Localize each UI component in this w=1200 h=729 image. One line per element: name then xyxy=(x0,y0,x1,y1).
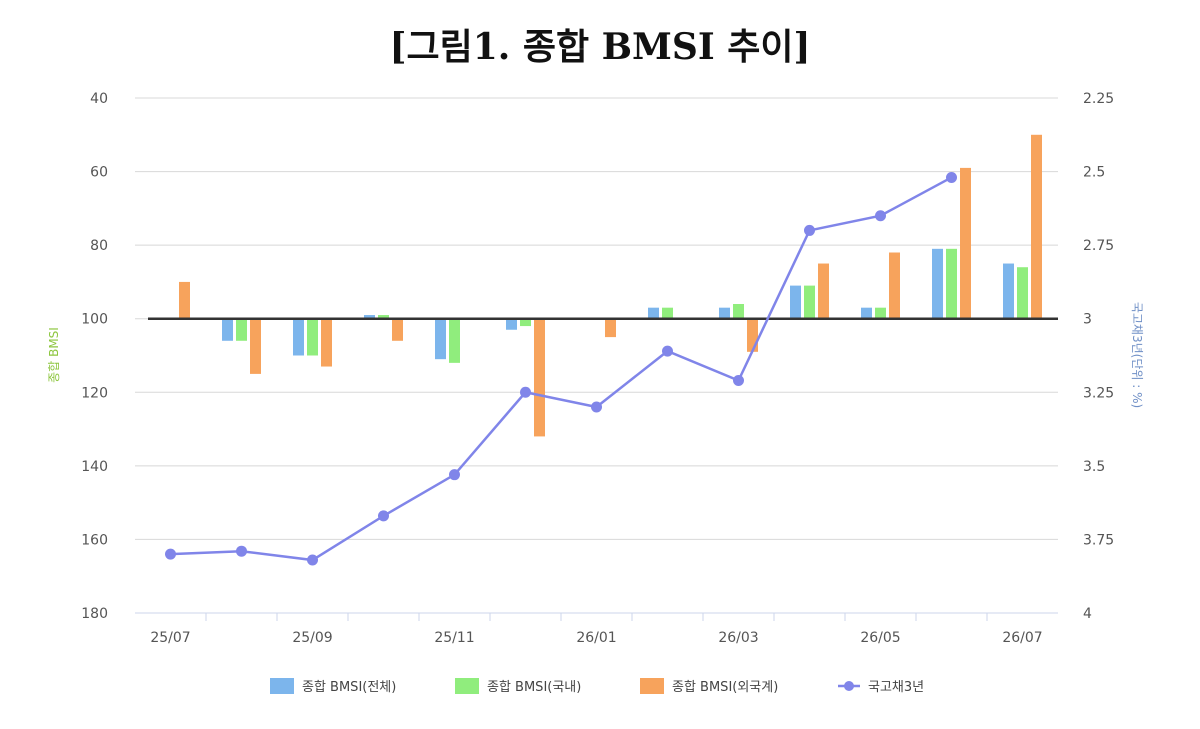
y-tick-label: 80 xyxy=(90,238,108,254)
legend-swatch xyxy=(640,678,664,694)
y2-tick-label: 3 xyxy=(1083,312,1092,328)
bar xyxy=(1003,263,1014,319)
line-point xyxy=(946,171,957,183)
x-tick-label: 26/07 xyxy=(1002,630,1042,646)
y-tick-label: 40 xyxy=(90,91,108,107)
line-point xyxy=(733,375,744,387)
line-point xyxy=(236,545,247,557)
bar xyxy=(392,318,403,341)
bar xyxy=(378,315,389,319)
x-tick-label: 26/05 xyxy=(860,630,900,646)
bar xyxy=(946,248,957,319)
bar xyxy=(662,307,673,319)
legend: 종합 BMSI(전체) 종합 BMSI(국내) 종합 BMSI(외국계) 국고채3년 xyxy=(270,678,924,695)
bar xyxy=(1031,134,1042,319)
y2-tick-label: 3.5 xyxy=(1083,459,1105,475)
legend-label: 종합 BMSI(외국계) xyxy=(672,680,778,695)
line-series xyxy=(165,171,957,566)
bar xyxy=(889,252,900,319)
bar xyxy=(222,318,233,341)
line-point xyxy=(875,210,886,222)
line-point xyxy=(662,345,673,357)
y-axis-left: 40 60 80 100 120 140 160 180 xyxy=(81,91,108,622)
x-tick-label: 25/09 xyxy=(292,630,332,646)
y-tick-label: 160 xyxy=(81,532,108,548)
y2-tick-label: 2.75 xyxy=(1083,238,1114,254)
y2-tick-label: 2.25 xyxy=(1083,91,1114,107)
line-path xyxy=(170,176,953,562)
line-point xyxy=(520,386,531,398)
bar xyxy=(1017,267,1028,319)
bar-series xyxy=(151,134,1042,437)
bar xyxy=(364,315,375,319)
bar xyxy=(648,307,659,319)
line-point xyxy=(165,548,176,560)
y-axis-title-right: 국고채3년(단위 : %) xyxy=(1130,302,1144,408)
y-axis-right: 4 3.75 3.5 3.25 3 2.75 2.5 2.25 xyxy=(1083,91,1114,622)
y-tick-label: 100 xyxy=(81,312,108,328)
bar xyxy=(449,318,460,363)
bar xyxy=(250,318,261,374)
x-tick-label: 25/11 xyxy=(434,630,474,646)
bar xyxy=(506,318,517,330)
bar xyxy=(293,318,304,356)
legend-label: 종합 BMSI(국내) xyxy=(487,680,581,695)
bar xyxy=(321,318,332,367)
y-tick-label: 180 xyxy=(81,606,108,622)
chart-title: [그림1. 종합 BMSI 추이] xyxy=(389,26,811,68)
x-tick-label: 25/07 xyxy=(150,630,190,646)
bar xyxy=(534,318,545,437)
bar xyxy=(960,167,971,319)
bar xyxy=(179,281,190,319)
legend-marker xyxy=(844,681,854,691)
line-point xyxy=(449,469,460,481)
y-tick-label: 60 xyxy=(90,165,108,181)
bar xyxy=(307,318,318,356)
line-point xyxy=(307,554,318,566)
y2-tick-label: 3.75 xyxy=(1083,532,1114,548)
legend-label: 국고채3년 xyxy=(868,680,924,695)
bar xyxy=(605,318,616,338)
legend-label: 종합 BMSI(전체) xyxy=(302,680,396,695)
bar xyxy=(818,263,829,319)
bar xyxy=(804,285,815,319)
line-point xyxy=(591,401,602,413)
bar xyxy=(435,318,446,360)
y-axis-title-left: 종합 BMSI xyxy=(47,327,61,383)
bar xyxy=(875,307,886,319)
bar xyxy=(790,285,801,319)
bar xyxy=(236,318,247,341)
y-tick-label: 140 xyxy=(81,459,108,475)
line-point xyxy=(804,224,815,236)
legend-swatch xyxy=(455,678,479,694)
y2-tick-label: 3.25 xyxy=(1083,385,1114,401)
x-axis: 25/07 25/09 25/11 26/01 26/03 26/05 26/07 xyxy=(135,612,1058,646)
x-tick-label: 26/01 xyxy=(576,630,616,646)
x-tick-label: 26/03 xyxy=(718,630,758,646)
y2-tick-label: 2.5 xyxy=(1083,165,1105,181)
grid-lines xyxy=(135,97,1058,614)
bar xyxy=(733,304,744,319)
y2-tick-label: 4 xyxy=(1083,606,1092,622)
y-tick-label: 120 xyxy=(81,385,108,401)
bar xyxy=(747,318,758,352)
line-point xyxy=(378,510,389,522)
bar xyxy=(932,248,943,319)
bar xyxy=(520,318,531,327)
bar xyxy=(861,307,872,319)
legend-swatch xyxy=(270,678,294,694)
bar xyxy=(719,307,730,319)
